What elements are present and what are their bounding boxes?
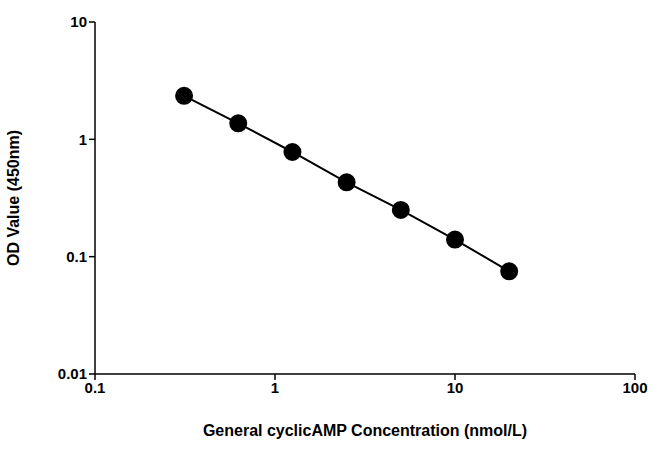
svg-text:General cyclicAMP Concentratio: General cyclicAMP Concentration (nmol/L)	[203, 422, 527, 439]
svg-text:10: 10	[70, 13, 87, 30]
svg-text:1: 1	[271, 379, 279, 396]
svg-text:1: 1	[79, 131, 87, 148]
svg-text:0.1: 0.1	[66, 248, 87, 265]
svg-text:OD Value (450nm): OD Value (450nm)	[8, 130, 22, 266]
svg-text:10: 10	[447, 379, 464, 396]
svg-text:0.1: 0.1	[85, 379, 106, 396]
svg-text:0.01: 0.01	[58, 365, 87, 382]
svg-text:100: 100	[622, 379, 647, 396]
